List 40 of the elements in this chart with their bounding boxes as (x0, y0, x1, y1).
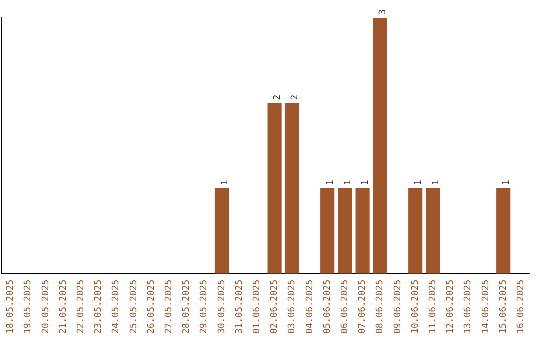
x-tick-label: 31.05.2025 (234, 280, 245, 334)
x-tick-label: 26.05.2025 (146, 280, 157, 334)
data-label: 1 (220, 180, 230, 186)
data-label: 1 (344, 180, 354, 186)
data-label: 3 (378, 10, 389, 15)
x-tick-label: 10.06.2025 (410, 280, 421, 334)
x-tick-label: 15.06.2025 (498, 280, 509, 334)
x-tick-label: 21.05.2025 (58, 280, 69, 334)
x-tick-label: 06.06.2025 (340, 280, 351, 334)
x-tick-label: 13.06.2025 (464, 280, 474, 334)
x-tick-label: 23.05.2025 (94, 280, 104, 334)
data-label: 2 (290, 94, 301, 100)
x-tick-label: 18.05.2025 (6, 280, 16, 334)
x-tick-label: 16.06.2025 (516, 280, 527, 334)
data-label: 1 (414, 180, 424, 186)
x-tick-label: 29.05.2025 (200, 280, 210, 334)
x-tick-label: 02.06.2025 (270, 280, 280, 334)
data-label: 1 (361, 180, 372, 186)
x-tick-label: 14.06.2025 (481, 280, 492, 334)
data-label: 2 (273, 94, 284, 100)
x-tick-label: 22.05.2025 (76, 280, 87, 334)
x-tick-label: 01.06.2025 (252, 280, 263, 334)
x-tick-label: 24.05.2025 (112, 280, 122, 334)
x-tick-label: 30.05.2025 (217, 280, 228, 334)
x-tick-label: 12.06.2025 (446, 280, 456, 334)
data-label: 1 (326, 180, 336, 186)
x-tick-label: 09.06.2025 (393, 280, 404, 334)
x-tick-label: 05.06.2025 (322, 280, 333, 334)
data-label: 1 (502, 180, 512, 186)
x-tick-label: 20.05.2025 (41, 280, 52, 334)
x-tick-label: 11.06.2025 (428, 280, 439, 334)
x-tick-label: 03.06.2025 (288, 280, 298, 334)
x-tick-label: 28.05.2025 (182, 280, 192, 334)
x-tick-label: 04.06.2025 (305, 280, 316, 334)
x-tick-label: 27.05.2025 (164, 280, 175, 334)
x-tick-label: 07.06.2025 (358, 280, 368, 334)
data-label: 1 (432, 180, 442, 186)
x-tick-label: 25.05.2025 (129, 280, 140, 334)
x-tick-label: 19.05.2025 (24, 280, 34, 334)
x-tick-label: 08.06.2025 (376, 280, 386, 334)
